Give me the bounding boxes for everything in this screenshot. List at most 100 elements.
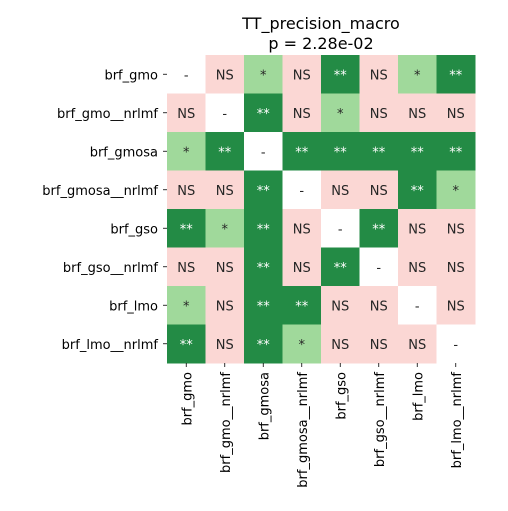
cell-label-r2-c2: - xyxy=(261,145,266,160)
heatmap-cell-r4-c3 xyxy=(282,209,322,248)
chart-title: TT_precision_macro xyxy=(241,14,400,34)
heatmap-cell-r6-c1 xyxy=(205,286,245,325)
cell-label-r2-c1: ** xyxy=(218,145,232,160)
cell-label-r7-c1: NS xyxy=(216,338,234,353)
heatmap-cell-r4-c6 xyxy=(398,209,437,248)
heatmap-cell-r4-c2 xyxy=(244,209,283,248)
heatmap-cell-r7-c3 xyxy=(282,324,322,364)
chart-subtitle: p = 2.28e-02 xyxy=(268,34,373,53)
cell-label-r5-c4: ** xyxy=(334,261,348,276)
cell-label-r6-c1: NS xyxy=(216,299,234,314)
heatmap-cell-r6-c3 xyxy=(282,286,322,325)
cell-label-r0-c7: ** xyxy=(449,68,463,83)
cell-label-r4-c7: NS xyxy=(447,222,465,237)
heatmap-cell-r3-c6 xyxy=(398,170,437,210)
heatmap-cell-r1-c5 xyxy=(359,93,399,133)
cell-label-r1-c0: NS xyxy=(177,107,195,122)
cell-label-r3-c3: - xyxy=(299,184,304,199)
cell-label-r6-c5: NS xyxy=(370,299,388,314)
cell-label-r7-c4: NS xyxy=(331,338,349,353)
heatmap-cell-r0-c0 xyxy=(167,55,206,94)
cell-label-r4-c2: ** xyxy=(257,222,271,237)
heatmap-cell-r2-c6 xyxy=(398,132,437,171)
cell-label-r5-c3: NS xyxy=(293,261,311,276)
heatmap-cell-r1-c6 xyxy=(398,93,437,133)
heatmap-cell-r6-c7 xyxy=(436,286,476,325)
cell-label-r0-c5: NS xyxy=(370,68,388,83)
heatmap-cell-r4-c7 xyxy=(436,209,476,248)
heatmap-cell-r7-c5 xyxy=(359,324,399,364)
heatmap-cell-r7-c6 xyxy=(398,324,437,364)
heatmap-cell-r3-c3 xyxy=(282,170,322,210)
cell-label-r3-c0: NS xyxy=(177,184,195,199)
heatmap-cell-r7-c1 xyxy=(205,324,245,364)
column-label-brf-gmo: brf_gmo xyxy=(180,372,195,426)
cell-label-r0-c6: * xyxy=(414,68,421,83)
cell-label-r6-c2: ** xyxy=(257,299,271,314)
heatmap-cell-r5-c4 xyxy=(321,247,360,287)
heatmap-cell-r3-c2 xyxy=(244,170,283,210)
cell-label-r5-c5: - xyxy=(376,261,381,276)
heatmap-cell-r0-c6 xyxy=(398,55,437,94)
cell-label-r2-c5: ** xyxy=(372,145,386,160)
column-label-brf-gmo-nrlmf: brf_gmo__nrlmf xyxy=(219,372,234,473)
heatmap-cell-r5-c1 xyxy=(205,247,245,287)
cell-label-r1-c6: NS xyxy=(408,107,426,122)
heatmap-cell-r3-c7 xyxy=(436,170,476,210)
heatmap-cell-r5-c3 xyxy=(282,247,322,287)
row-label-brf-gmosa-nrlmf: brf_gmosa__nrlmf xyxy=(42,184,158,199)
heatmap-cell-r6-c4 xyxy=(321,286,360,325)
row-label-brf-lmo: brf_lmo xyxy=(109,299,158,314)
row-label-brf-gmo-nrlmf: brf_gmo__nrlmf xyxy=(57,107,158,122)
heatmap-cell-r1-c7 xyxy=(436,93,476,133)
cell-label-r1-c1: - xyxy=(222,107,227,122)
heatmap-cell-r7-c7 xyxy=(436,324,476,364)
heatmap-cell-r0-c7 xyxy=(436,55,476,94)
row-label-brf-gso-nrlmf: brf_gso__nrlmf xyxy=(63,261,159,276)
heatmap-cell-r0-c2 xyxy=(244,55,283,94)
cell-label-r7-c3: * xyxy=(299,338,306,353)
row-label-brf-gso: brf_gso xyxy=(110,222,158,237)
heatmap-cell-r0-c3 xyxy=(282,55,322,94)
heatmap-cell-r2-c3 xyxy=(282,132,322,171)
cell-label-r5-c7: NS xyxy=(447,261,465,276)
heatmap-cell-r7-c4 xyxy=(321,324,360,364)
heatmap-cell-r2-c2 xyxy=(244,132,283,171)
cell-label-r7-c6: NS xyxy=(408,338,426,353)
cell-label-r7-c0: ** xyxy=(180,338,194,353)
cell-label-r3-c1: NS xyxy=(216,184,234,199)
cell-label-r4-c0: ** xyxy=(180,222,194,237)
cell-label-r0-c0: - xyxy=(184,68,189,83)
cell-label-r7-c5: NS xyxy=(370,338,388,353)
row-label-brf-gmo: brf_gmo xyxy=(104,68,158,83)
heatmap-cell-r2-c7 xyxy=(436,132,476,171)
heatmap-cell-r7-c0 xyxy=(167,324,206,364)
cell-label-r6-c4: NS xyxy=(331,299,349,314)
heatmap-cell-r5-c5 xyxy=(359,247,399,287)
heatmap-cell-r6-c2 xyxy=(244,286,283,325)
heatmap-cell-r2-c4 xyxy=(321,132,360,171)
cell-label-r5-c2: ** xyxy=(257,261,271,276)
cell-label-r4-c3: NS xyxy=(293,222,311,237)
cell-label-r1-c4: * xyxy=(337,107,344,122)
cell-label-r0-c3: NS xyxy=(293,68,311,83)
column-label-brf-lmo-nrlmf: brf_lmo__nrlmf xyxy=(450,372,465,469)
cell-label-r6-c7: NS xyxy=(447,299,465,314)
column-label-brf-lmo: brf_lmo xyxy=(411,372,426,421)
cell-label-r4-c5: ** xyxy=(372,222,386,237)
heatmap-cell-r1-c0 xyxy=(167,93,206,133)
cell-label-r1-c2: ** xyxy=(257,107,271,122)
heatmap-cell-r3-c4 xyxy=(321,170,360,210)
heatmap-cell-r6-c5 xyxy=(359,286,399,325)
cell-label-r3-c2: ** xyxy=(257,184,271,199)
column-label-brf-gmosa: brf_gmosa xyxy=(257,372,272,440)
row-label-brf-lmo-nrlmf: brf_lmo__nrlmf xyxy=(62,338,159,353)
cell-label-r6-c3: ** xyxy=(295,299,309,314)
cell-label-r3-c4: NS xyxy=(331,184,349,199)
cell-label-r2-c4: ** xyxy=(334,145,348,160)
heatmap-cell-r0-c1 xyxy=(205,55,245,94)
heatmap-cell-r2-c1 xyxy=(205,132,245,171)
cell-label-r7-c7: - xyxy=(453,338,458,353)
heatmap-cell-r2-c0 xyxy=(167,132,206,171)
